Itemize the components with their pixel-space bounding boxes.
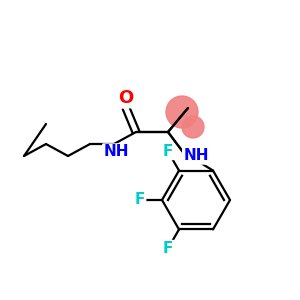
Text: NH: NH [183,148,209,164]
Text: F: F [135,193,145,208]
Text: NH: NH [103,145,129,160]
Circle shape [166,96,198,128]
Text: F: F [163,241,173,256]
Circle shape [182,116,204,138]
Text: O: O [118,89,134,107]
Text: F: F [163,144,173,159]
